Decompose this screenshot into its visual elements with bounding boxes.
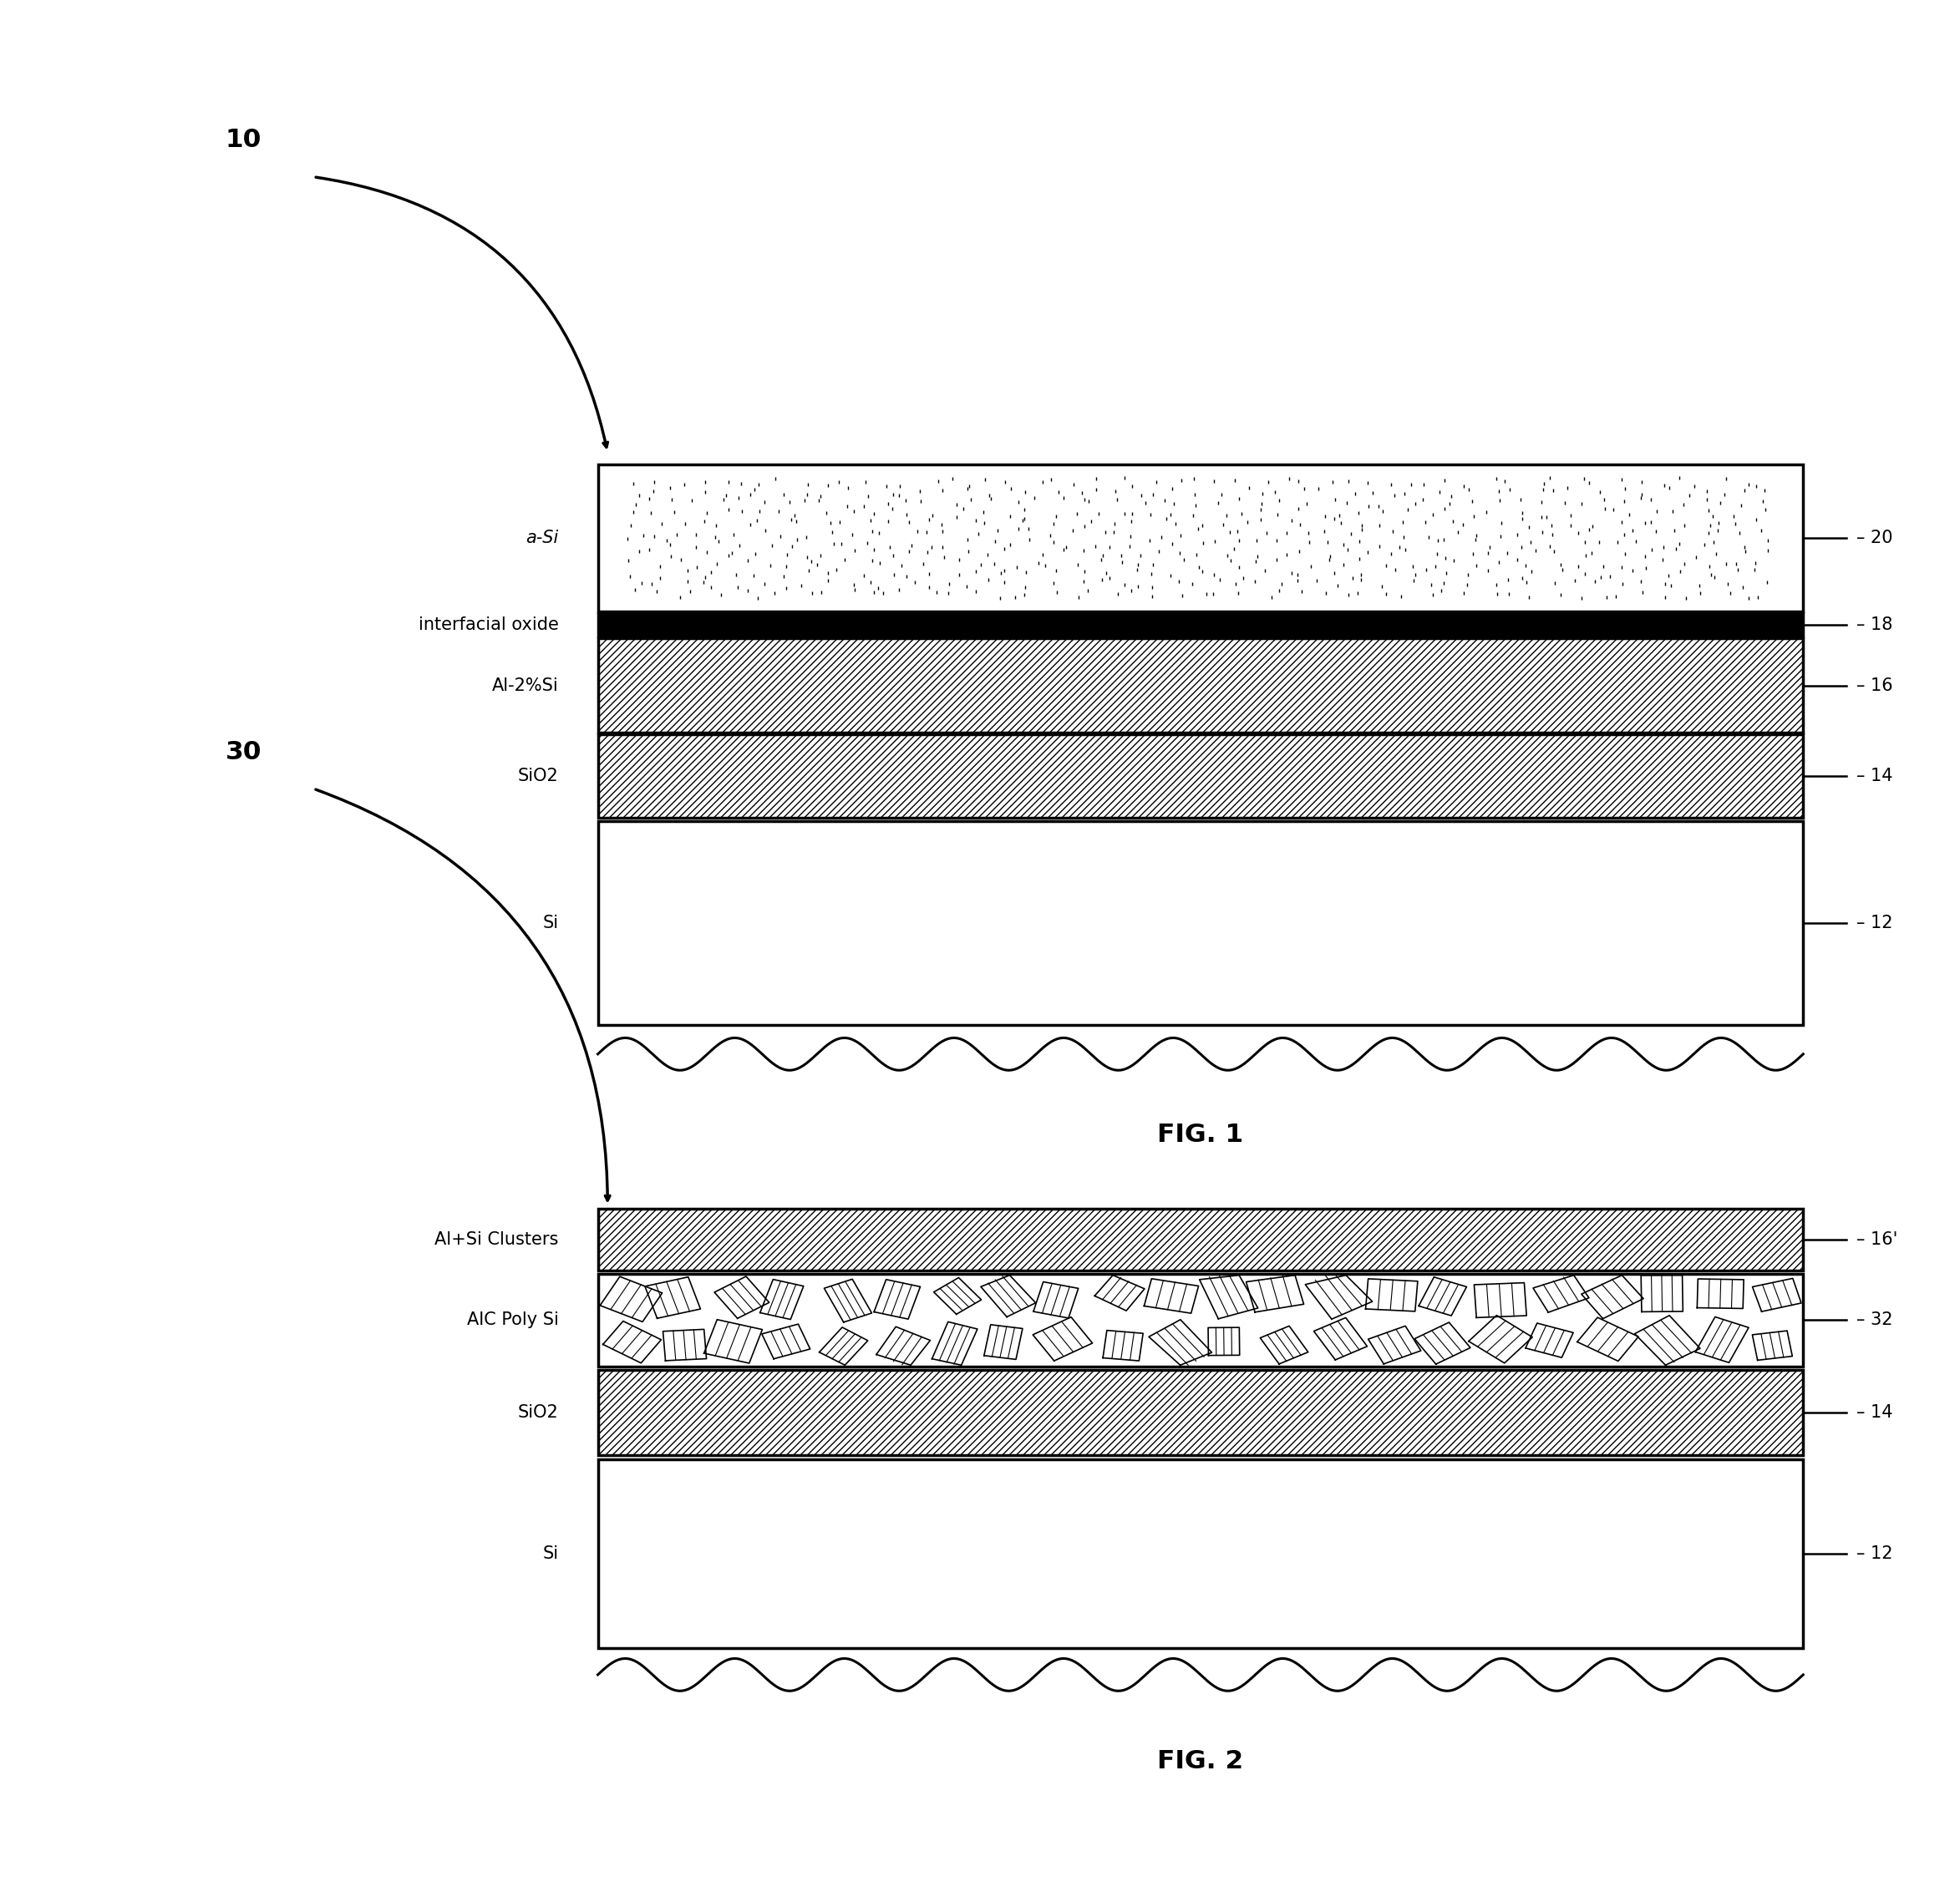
Text: FIG. 1: FIG. 1: [1158, 1123, 1243, 1147]
Text: AIC Poly Si: AIC Poly Si: [466, 1311, 559, 1328]
Text: – 20: – 20: [1856, 530, 1893, 547]
Text: Si: Si: [543, 1545, 559, 1562]
Bar: [598, 464, 1803, 611]
Text: – 14: – 14: [1856, 768, 1893, 785]
Bar: [598, 613, 1803, 638]
Text: a-Si: a-Si: [525, 530, 559, 547]
Text: interfacial oxide: interfacial oxide: [417, 617, 559, 634]
Bar: [598, 638, 1803, 732]
Text: – 32: – 32: [1856, 1311, 1893, 1328]
Text: – 12: – 12: [1856, 1545, 1893, 1562]
Bar: [598, 734, 1803, 819]
Bar: [598, 821, 1803, 1025]
Text: – 12: – 12: [1856, 915, 1893, 930]
Bar: [598, 1274, 1803, 1366]
Bar: [598, 1459, 1803, 1647]
Text: – 16: – 16: [1856, 677, 1893, 694]
Text: SiO2: SiO2: [517, 1404, 559, 1421]
Text: Al-2%Si: Al-2%Si: [492, 677, 559, 694]
Text: – 18: – 18: [1856, 617, 1891, 634]
Text: – 14: – 14: [1856, 1404, 1893, 1421]
Text: Al+Si Clusters: Al+Si Clusters: [435, 1232, 559, 1247]
Text: – 16': – 16': [1856, 1232, 1897, 1247]
Text: Si: Si: [543, 915, 559, 930]
Text: 30: 30: [225, 740, 263, 764]
Bar: [598, 1370, 1803, 1455]
Text: SiO2: SiO2: [517, 768, 559, 785]
Bar: [598, 1210, 1803, 1270]
Text: 10: 10: [225, 128, 261, 153]
Text: FIG. 2: FIG. 2: [1156, 1749, 1245, 1774]
